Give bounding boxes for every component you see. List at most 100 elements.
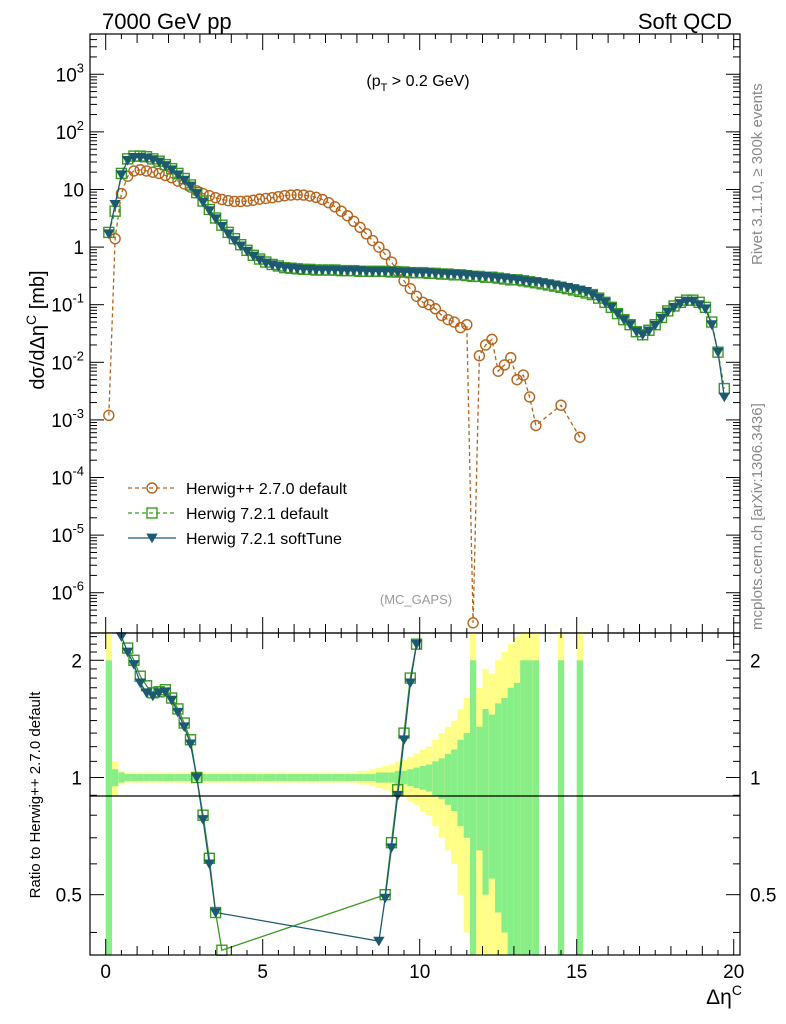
- y-tick-label: 10-3: [51, 406, 84, 432]
- stat-band-bin: [237, 774, 244, 781]
- analysis-watermark: (MC_GAPS): [380, 592, 452, 607]
- ratio-point: [379, 893, 391, 904]
- y-tick-label: 10: [63, 180, 84, 201]
- stat-band-bin: [294, 774, 301, 781]
- data-point: [655, 313, 668, 324]
- x-axis-label: ΔηC: [706, 982, 742, 1009]
- header-left: 7000 GeV pp: [102, 9, 232, 34]
- data-point: [643, 326, 655, 337]
- stat-band-bin: [344, 774, 351, 781]
- stat-band-bin: [476, 726, 483, 851]
- data-point: [222, 194, 234, 207]
- stat-band-bin: [174, 774, 182, 781]
- data-point: [555, 399, 567, 411]
- x-tick-label: 20: [723, 962, 744, 983]
- stat-band-bin: [495, 703, 502, 913]
- data-point: [712, 347, 724, 358]
- stat-band-bin: [501, 698, 508, 933]
- ratio-point: [147, 691, 159, 702]
- data-point: [574, 431, 586, 443]
- stat-band-bin: [168, 774, 175, 781]
- stat-band-bin: [181, 774, 188, 781]
- data-point: [272, 190, 285, 203]
- x-axis: 0 5 10 15 20: [100, 34, 744, 983]
- data-point: [222, 229, 234, 240]
- data-point: [297, 189, 310, 201]
- data-point: [505, 352, 517, 364]
- data-point: [134, 164, 146, 176]
- data-point: [197, 197, 209, 208]
- data-point: [410, 290, 423, 302]
- data-point: [235, 241, 247, 252]
- data-point: [266, 191, 278, 204]
- data-point: [624, 320, 636, 330]
- data-point: [348, 215, 360, 228]
- x-tick-label: 10: [409, 962, 430, 983]
- data-point: [316, 193, 329, 206]
- stat-band-bin: [118, 772, 125, 783]
- stat-band-bin: [438, 758, 445, 800]
- data-point: [341, 210, 354, 222]
- y-tick-label: 10-1: [51, 291, 84, 317]
- stat-band-bin: [212, 774, 219, 781]
- main-series-layer: [103, 150, 730, 629]
- stat-band-bin: [432, 761, 439, 796]
- data-point: [706, 320, 718, 330]
- stat-band-bin: [218, 774, 226, 781]
- stat-band-bin: [451, 749, 458, 812]
- data-point: [109, 200, 121, 210]
- stat-band-bin: [268, 774, 276, 781]
- data-point: [115, 170, 128, 181]
- stat-band-bin: [124, 774, 131, 781]
- stat-band-bin: [444, 753, 452, 805]
- data-point: [492, 365, 504, 377]
- data-point: [618, 315, 630, 325]
- data-point: [373, 241, 385, 253]
- legend-marker: [146, 507, 158, 519]
- ratio-tick-label: 1: [71, 768, 82, 789]
- data-point: [228, 236, 241, 246]
- y-tick-label: 10-4: [51, 464, 84, 490]
- stat-band-bin: [469, 660, 477, 955]
- data-point: [253, 193, 266, 205]
- stat-band-bin: [526, 660, 533, 955]
- stat-band-bin: [400, 770, 408, 785]
- stat-band-bin: [187, 774, 194, 781]
- data-point: [454, 321, 467, 334]
- data-point: [404, 282, 416, 295]
- data-point: [260, 192, 272, 205]
- data-point: [442, 313, 454, 326]
- stat-band-bin: [155, 774, 163, 781]
- ratio-y-axis-label: Ratio to Herwig++ 2.7.0 default: [27, 691, 44, 899]
- ratio-line: [120, 636, 418, 942]
- stat-band-bin: [407, 769, 414, 787]
- stat-band-bin: [243, 774, 251, 781]
- stat-band-bin: [425, 764, 433, 792]
- ratio-point: [191, 773, 203, 783]
- stat-band-bin: [482, 708, 489, 895]
- stat-band-bin: [350, 774, 357, 781]
- data-point: [140, 165, 153, 177]
- stat-band-bin: [105, 660, 112, 955]
- data-point: [423, 298, 435, 311]
- x-tick-label: 5: [257, 962, 268, 983]
- data-point: [517, 369, 530, 381]
- stat-band-bin: [250, 774, 257, 781]
- ratio-point: [404, 678, 416, 689]
- stat-band-bin: [325, 774, 332, 781]
- stat-band-bin: [488, 714, 496, 879]
- ratio-y-axis: 0.5 0.5 1 1 2 2: [56, 636, 776, 933]
- ratio-tick-label: 0.5: [56, 886, 82, 907]
- data-point: [385, 256, 398, 268]
- x-tick-label: 0: [100, 962, 111, 983]
- data-point: [448, 316, 460, 328]
- ratio-point: [184, 739, 197, 750]
- data-point: [473, 350, 486, 362]
- data-point: [366, 234, 379, 247]
- data-point: [668, 302, 680, 313]
- main-panel: 10-6 10-5 10-4 10-3 10-2 10-1 1 10 102 103 (pT > …: [23, 33, 741, 634]
- data-point: [228, 195, 241, 208]
- data-point: [310, 191, 322, 204]
- stat-band-bin: [369, 774, 376, 781]
- data-point: [285, 189, 297, 201]
